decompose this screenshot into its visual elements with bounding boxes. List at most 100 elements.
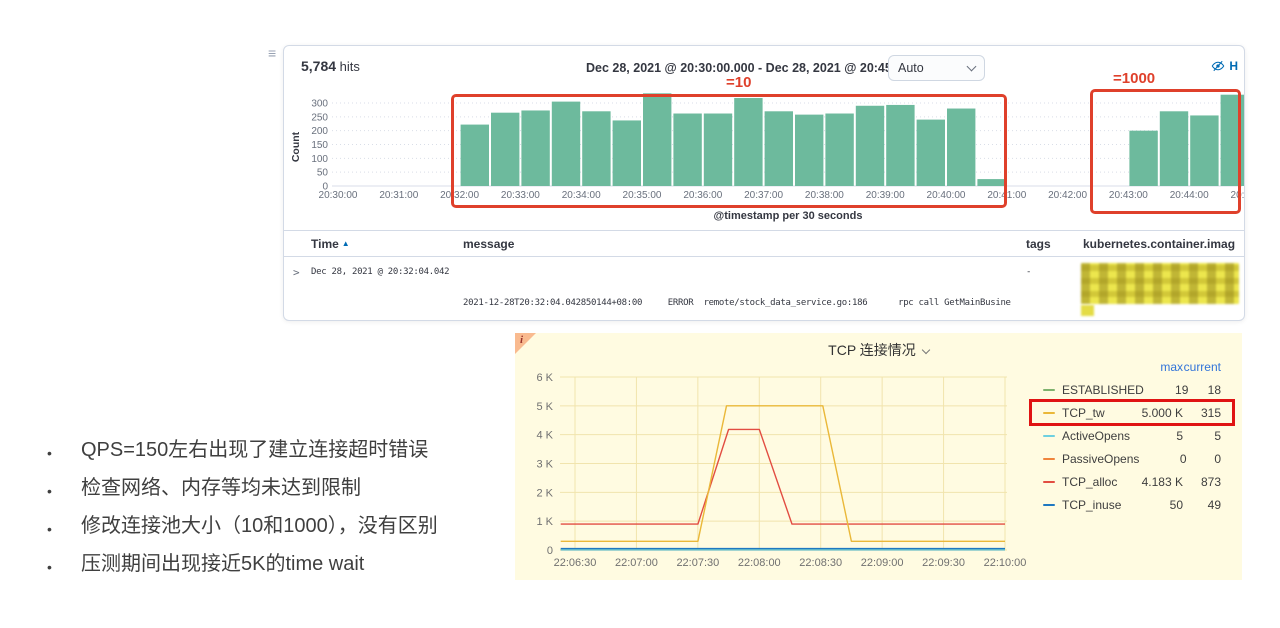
redacted-container-image: [1081, 263, 1239, 304]
chart-legend: max current ESTABLISHED 19 18 TCP_tw 5.000 K 31…: [1029, 355, 1235, 516]
svg-text:20:42:00: 20:42:00: [1048, 190, 1087, 201]
svg-text:20:37:00: 20:37:00: [744, 190, 783, 201]
svg-text:4 K: 4 K: [536, 430, 553, 442]
series-line-TCP_tw: [560, 405, 1005, 543]
series-color-dash: [1043, 457, 1055, 460]
legend-row-TCP_alloc[interactable]: TCP_alloc 4.183 K 873: [1043, 470, 1221, 493]
svg-text:22:07:00: 22:07:00: [615, 557, 658, 569]
svg-text:3 K: 3 K: [536, 459, 553, 471]
svg-text:0: 0: [547, 545, 553, 557]
svg-text:20:30:00: 20:30:00: [319, 190, 358, 201]
svg-text:22:07:30: 22:07:30: [676, 557, 719, 569]
svg-text:22:08:00: 22:08:00: [738, 557, 781, 569]
kibana-discover-panel: 5,784 hits Dec 28, 2021 @ 20:30:00.000 -…: [283, 45, 1245, 321]
svg-text:Count: Count: [290, 131, 302, 162]
bullet-text: 压测期间出现接近5K的time wait: [81, 553, 365, 575]
bullet-item: • 修改连接池大小（10和1000），没有区别: [47, 514, 517, 541]
hits-count: 5,784 hits: [301, 58, 360, 74]
svg-text:22:10:00: 22:10:00: [984, 557, 1027, 569]
hits-label: hits: [339, 59, 360, 74]
svg-text:0: 0: [322, 182, 328, 193]
series-color-dash: [1043, 503, 1055, 506]
tcp-connections-panel: i TCP 连接情况 0 1 K 2 K 3 K 4 K 5 K 6 K 22:06:30 22…: [515, 333, 1242, 580]
svg-text:20:38:00: 20:38:00: [805, 190, 844, 201]
column-header-time[interactable]: Time ▲: [311, 237, 350, 251]
svg-text:5 K: 5 K: [536, 401, 553, 413]
series-color-dash: [1043, 434, 1055, 437]
tcp-line-chart: 0 1 K 2 K 3 K 4 K 5 K 6 K 22:06:30 22:07:00 22:07…: [536, 372, 1027, 569]
svg-text:20:43:00: 20:43:00: [1109, 190, 1148, 201]
bullet-item: • 检查网络、内存等均未达到限制: [47, 476, 517, 503]
drag-handle-icon[interactable]: ≡: [268, 45, 276, 61]
svg-text:200: 200: [311, 126, 328, 137]
bullet-dot-icon: •: [47, 483, 52, 499]
svg-text:22:09:30: 22:09:30: [922, 557, 965, 569]
notes-bullet-list: • QPS=150左右出现了建立连接超时错误 • 检查网络、内存等均未达到限制 • 修改连…: [47, 438, 517, 590]
svg-text:20:45:00: 20:45:00: [1231, 190, 1245, 201]
row-message-cell: 2021-12-28T20:32:04.042850144+08:00 ERRO…: [463, 267, 1026, 320]
svg-text:250: 250: [311, 112, 328, 123]
series-color-dash: [1043, 388, 1055, 391]
series-line-TCP_alloc: [560, 428, 1005, 525]
row-tags-cell: -: [1026, 267, 1032, 277]
hits-value: 5,784: [301, 58, 337, 74]
annotation-label-pool1000: =1000: [1113, 70, 1156, 87]
svg-text:20:34:00: 20:34:00: [562, 190, 601, 201]
series-color-dash: [1043, 411, 1055, 414]
interval-select-value: Auto: [898, 61, 924, 75]
info-icon-glyph: i: [520, 334, 524, 346]
sort-ascending-icon: ▲: [341, 239, 350, 248]
legend-row-ActiveOpens[interactable]: ActiveOpens 5 5: [1043, 424, 1221, 447]
bullet-text: 检查网络、内存等均未达到限制: [81, 477, 361, 499]
svg-text:20:39:00: 20:39:00: [866, 190, 905, 201]
bullet-dot-icon: •: [47, 521, 52, 537]
eye-slash-icon: [1212, 60, 1225, 72]
legend-row-ESTABLISHED[interactable]: ESTABLISHED 19 18: [1043, 378, 1221, 401]
svg-text:22:08:30: 22:08:30: [799, 557, 842, 569]
bullet-text: 修改连接池大小（10和1000），没有区别: [81, 515, 438, 537]
svg-text:20:35:00: 20:35:00: [623, 190, 662, 201]
svg-text:20:31:00: 20:31:00: [379, 190, 418, 201]
svg-text:20:36:00: 20:36:00: [683, 190, 722, 201]
annotation-label-pool10: =10: [726, 74, 752, 91]
svg-text:20:32:00: 20:32:00: [440, 190, 479, 201]
bullet-item: • QPS=150左右出现了建立连接超时错误: [47, 438, 517, 465]
interval-select[interactable]: Auto: [888, 55, 985, 81]
legend-row-TCP_tw[interactable]: TCP_tw 5.000 K 315: [1043, 401, 1221, 424]
time-range-label: Dec 28, 2021 @ 20:30:00.000 - Dec 28, 20…: [586, 61, 935, 75]
svg-text:20:44:00: 20:44:00: [1170, 190, 1209, 201]
tcp-series-lines: [560, 405, 1005, 551]
svg-text:300: 300: [311, 99, 328, 110]
svg-text:22:06:30: 22:06:30: [554, 557, 597, 569]
svg-text:20:40:00: 20:40:00: [927, 190, 966, 201]
column-header-message[interactable]: message: [463, 237, 515, 251]
expand-row-icon[interactable]: >: [293, 266, 300, 279]
bullet-text: QPS=150左右出现了建立连接超时错误: [81, 439, 429, 461]
row-time-cell: Dec 28, 2021 @ 20:32:04.042: [311, 267, 450, 277]
legend-row-TCP_inuse[interactable]: TCP_inuse 50 49: [1043, 493, 1221, 516]
hide-chart-button[interactable]: H: [1211, 59, 1238, 73]
panel-title: TCP 连接情况: [828, 342, 916, 358]
legend-header: max current: [1160, 359, 1221, 374]
log-line-1: 2021-12-28T20:32:04.042850144+08:00 ERRO…: [463, 298, 1011, 308]
bullet-item: • 压测期间出现接近5K的time wait: [47, 552, 517, 579]
svg-text:2 K: 2 K: [536, 487, 553, 499]
legend-row-PassiveOpens[interactable]: PassiveOpens 0 0: [1043, 447, 1221, 470]
info-corner-icon[interactable]: [515, 333, 536, 354]
results-table-header: Time ▲ message tags kubernetes.container.…: [284, 230, 1244, 257]
redacted-container-image-fragment: [1081, 305, 1094, 316]
panel-title-dropdown[interactable]: TCP 连接情况: [515, 340, 1242, 360]
svg-text:150: 150: [311, 140, 328, 151]
bullet-dot-icon: •: [47, 445, 52, 461]
histogram-xaxis-title: @timestamp per 30 seconds: [713, 210, 863, 222]
histogram-chart[interactable]: 0 50 100 150 200 250 300 20:30:00 20:31:00 20:32:…: [284, 90, 1245, 212]
svg-text:100: 100: [311, 154, 328, 165]
chevron-down-icon: [966, 61, 977, 71]
column-header-tags[interactable]: tags: [1026, 237, 1051, 251]
column-header-k8s-image[interactable]: kubernetes.container.imag: [1083, 237, 1236, 251]
hide-chart-label: H: [1229, 59, 1238, 73]
svg-text:20:33:00: 20:33:00: [501, 190, 540, 201]
histogram-bars: [460, 93, 1244, 186]
svg-text:22:09:00: 22:09:00: [861, 557, 904, 569]
series-color-dash: [1043, 480, 1055, 483]
